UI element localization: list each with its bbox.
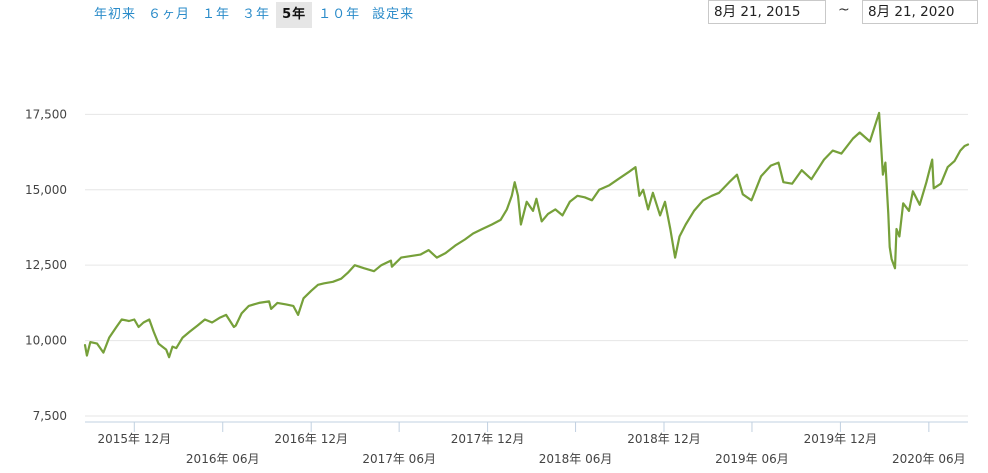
- x-tick-label: 2016年 06月: [186, 452, 260, 466]
- y-axis-ticks: 7,500 10,000 12,500 15,000 17,500: [25, 107, 67, 423]
- tab-6-months[interactable]: ６ヶ月: [148, 7, 191, 22]
- x-axis-ticks: 2015年 12月 2016年 06月 2016年 12月 2017年 06月 2017…: [97, 422, 966, 466]
- x-tick-label: 2017年 06月: [362, 452, 436, 466]
- tab-10-years[interactable]: １０年: [318, 7, 361, 22]
- tab-3-years[interactable]: ３年: [242, 7, 271, 22]
- x-tick-label: 2017年 12月: [451, 432, 525, 446]
- x-tick-label: 2018年 06月: [539, 452, 613, 466]
- y-tick-label: 10,000: [25, 334, 67, 348]
- x-tick-label: 2019年 12月: [804, 432, 878, 446]
- date-range-separator: ~: [838, 2, 850, 18]
- tab-since-inception[interactable]: 設定来: [372, 7, 415, 22]
- x-tick-label: 2020年 06月: [892, 452, 966, 466]
- range-tabs: 年初来 ６ヶ月 １年 ３年 5年 １０年 設定来: [88, 2, 420, 28]
- series-line: [83, 111, 970, 359]
- x-tick-label: 2016年 12月: [274, 432, 348, 446]
- y-tick-label: 15,000: [25, 183, 67, 197]
- y-tick-label: 12,500: [25, 258, 67, 272]
- date-from-input[interactable]: 8月 21, 2015: [708, 0, 826, 24]
- y-tick-label: 17,500: [25, 107, 67, 121]
- tab-1-year[interactable]: １年: [202, 7, 231, 22]
- tab-ytd[interactable]: 年初来: [94, 7, 137, 22]
- series-layer: [83, 111, 970, 359]
- grid-layer: [85, 113, 968, 423]
- tab-5-years[interactable]: 5年: [276, 2, 313, 28]
- x-tick-label: 2015年 12月: [97, 432, 171, 446]
- x-tick-label: 2019年 06月: [715, 452, 789, 466]
- y-tick-label: 7,500: [33, 409, 67, 423]
- x-tick-label: 2018年 12月: [627, 432, 701, 446]
- date-to-input[interactable]: 8月 21, 2020: [862, 0, 978, 24]
